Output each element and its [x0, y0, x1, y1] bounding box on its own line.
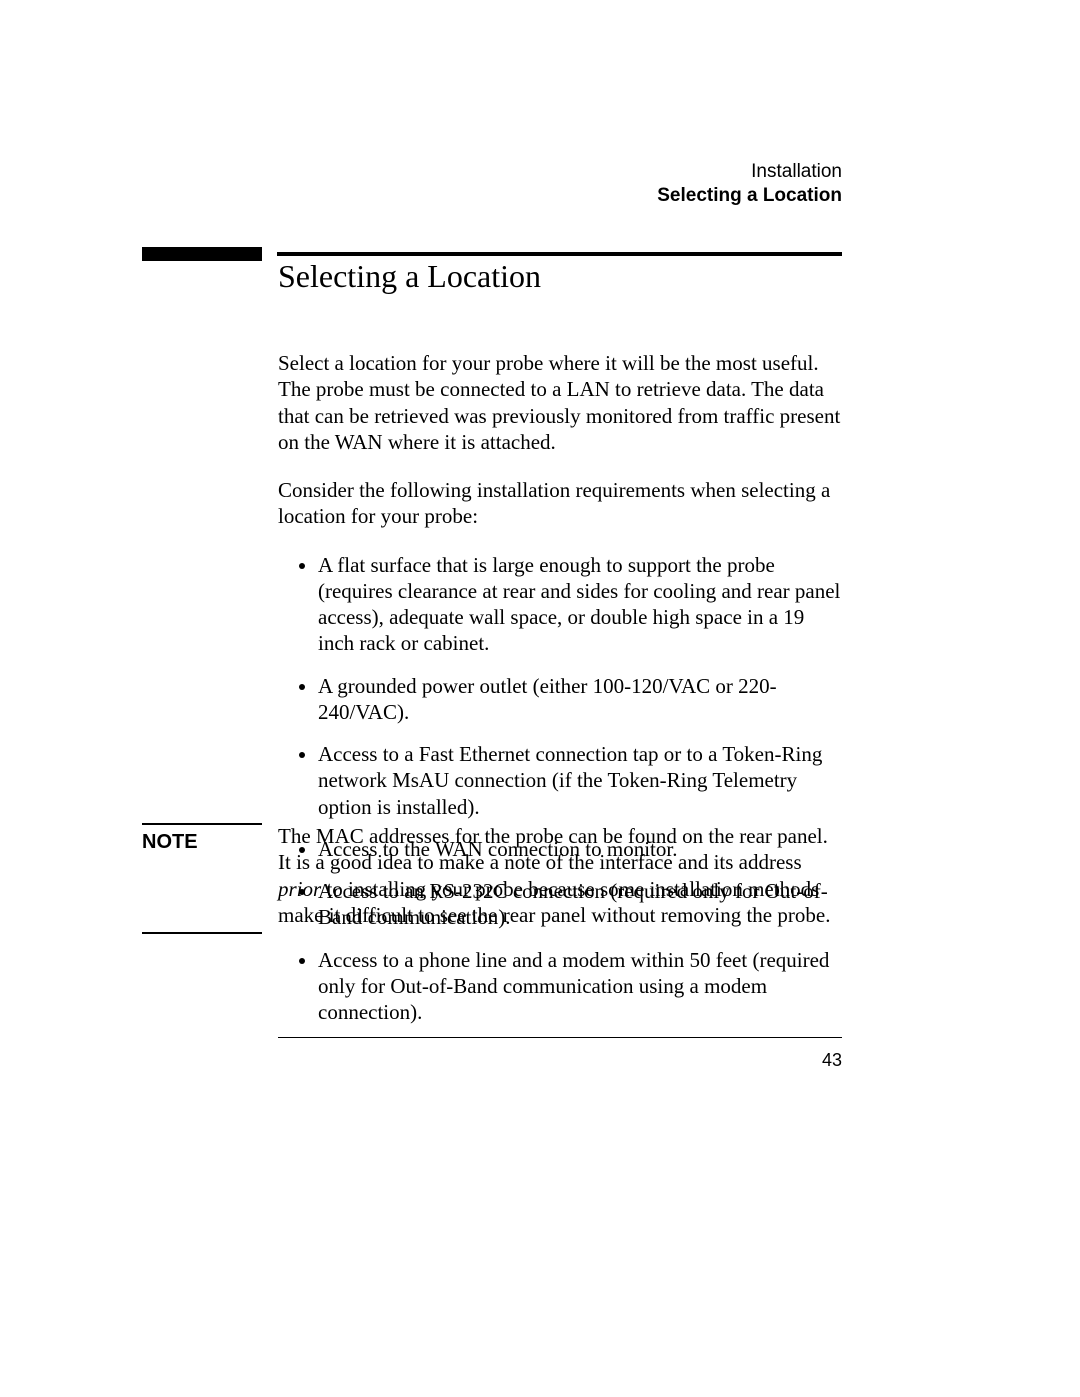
note-block: NOTE The MAC addresses for the probe can…: [142, 823, 842, 934]
running-header: Installation Selecting a Location: [657, 160, 842, 208]
note-label-wrap: NOTE: [142, 823, 262, 854]
note-text: The MAC addresses for the probe can be f…: [278, 823, 842, 928]
footer-rule: [278, 1037, 842, 1038]
section-rule-left: [142, 247, 262, 261]
header-chapter: Installation: [657, 160, 842, 184]
page-number: 43: [822, 1050, 842, 1071]
list-item: Access to a phone line and a modem withi…: [318, 947, 842, 1026]
section-rule-right: [277, 252, 842, 256]
header-section: Selecting a Location: [657, 184, 842, 208]
note-text-after: to installing your probe because some in…: [278, 877, 830, 927]
intro-paragraph-1: Select a location for your probe where i…: [278, 350, 842, 455]
list-item: A flat surface that is large enough to s…: [318, 552, 842, 657]
note-bottom-rule: [142, 932, 262, 934]
note-text-before: The MAC addresses for the probe can be f…: [278, 824, 828, 874]
intro-paragraph-2: Consider the following installation requ…: [278, 477, 842, 530]
body-content: Select a location for your probe where i…: [278, 350, 842, 1047]
list-item: Access to a Fast Ethernet connection tap…: [318, 741, 842, 820]
section-heading: Selecting a Location: [278, 258, 541, 295]
note-text-italic: prior: [278, 877, 321, 901]
page: Installation Selecting a Location Select…: [0, 0, 1080, 1397]
requirements-list: A flat surface that is large enough to s…: [278, 552, 842, 1026]
list-item: A grounded power outlet (either 100-120/…: [318, 673, 842, 726]
note-label: NOTE: [142, 831, 262, 854]
